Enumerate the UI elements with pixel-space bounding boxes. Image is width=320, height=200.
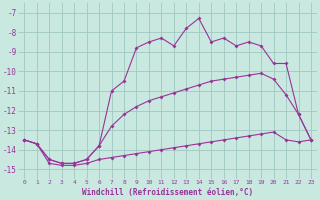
X-axis label: Windchill (Refroidissement éolien,°C): Windchill (Refroidissement éolien,°C) [82, 188, 253, 197]
